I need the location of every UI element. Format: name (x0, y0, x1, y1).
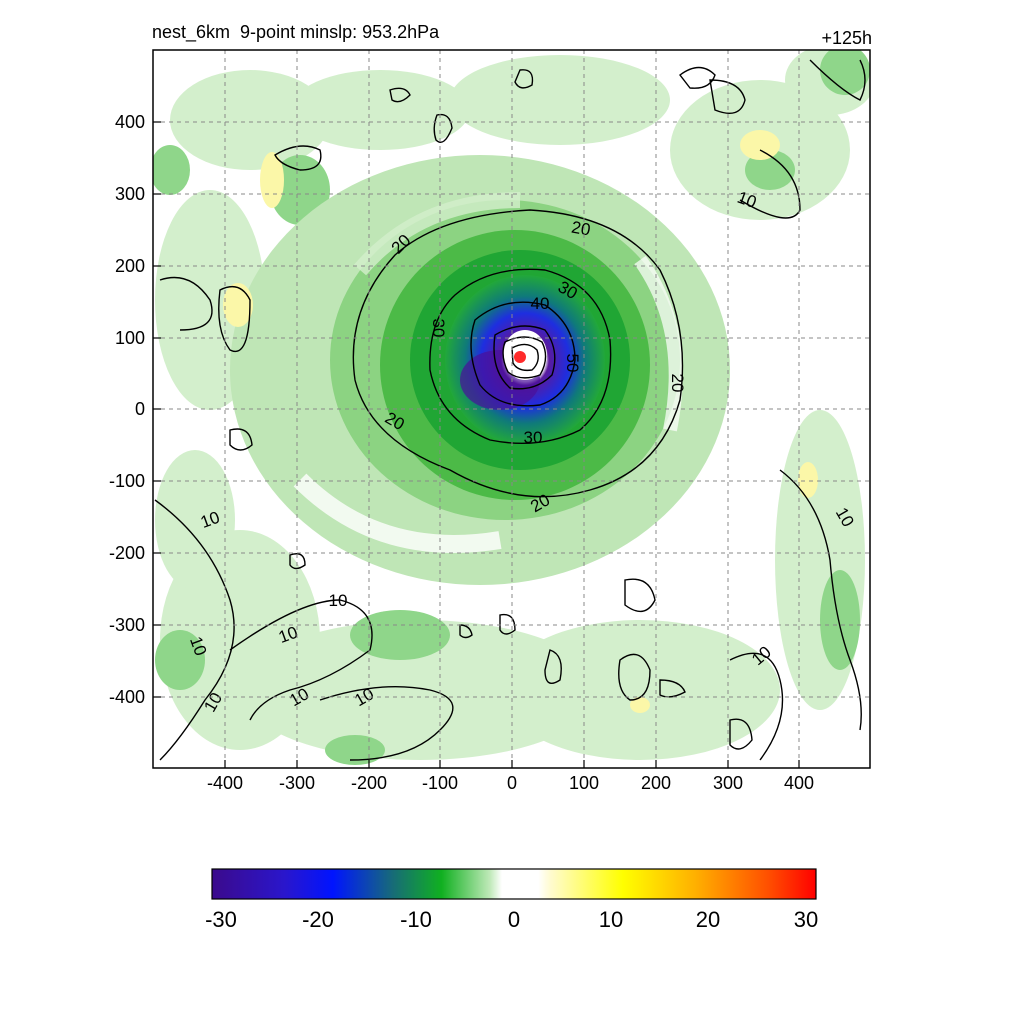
contour-label: 50 (563, 354, 582, 373)
x-tick-label: 100 (569, 773, 599, 793)
x-tick-label: -100 (422, 773, 458, 793)
colorbar-tick-label: 20 (696, 907, 720, 932)
y-tick-label: -200 (109, 543, 145, 563)
contour-label: 40 (531, 294, 550, 313)
colorbar-labels: -30 -20 -10 0 10 20 30 (205, 907, 818, 932)
contour-label: 10 (329, 591, 348, 610)
colorbar-tick-label: 0 (508, 907, 520, 932)
colorbar-tick-label: 30 (794, 907, 818, 932)
contour-label: 20 (668, 374, 687, 393)
storm-center-marker (514, 351, 526, 363)
x-tick-label: -300 (279, 773, 315, 793)
y-axis-labels: 400 300 200 100 0 -100 -200 -300 -400 (109, 112, 145, 707)
y-tick-label: 0 (135, 399, 145, 419)
forecast-hour-label: +125h (821, 28, 872, 48)
tick-marks (153, 121, 800, 768)
colorbar: -30 -20 -10 0 10 20 30 (205, 868, 818, 932)
x-axis-labels: -400 -300 -200 -100 0 100 200 300 400 (207, 773, 814, 793)
y-tick-label: -300 (109, 615, 145, 635)
plot-title: nest_6km 9-point minslp: 953.2hPa (152, 22, 440, 42)
colorbar-tick-label: -10 (400, 907, 432, 932)
colorbar-tick-label: -30 (205, 907, 237, 932)
x-tick-label: 300 (713, 773, 743, 793)
x-tick-label: -200 (351, 773, 387, 793)
y-tick-label: -400 (109, 687, 145, 707)
colorbar-tick-label: 10 (599, 907, 623, 932)
mid-green-shading (153, 50, 870, 765)
contour-label: 20 (570, 218, 592, 240)
colorbar-gradient (211, 868, 817, 900)
y-tick-label: 200 (115, 256, 145, 276)
y-tick-label: 300 (115, 184, 145, 204)
x-tick-label: -400 (207, 773, 243, 793)
plot-area: 20 20 20 20 20 30 30 30 40 50 10 10 10 1… (153, 50, 870, 768)
y-tick-label: 400 (115, 112, 145, 132)
y-tick-label: -100 (109, 471, 145, 491)
x-tick-label: 400 (784, 773, 814, 793)
y-tick-label: 100 (115, 328, 145, 348)
x-tick-label: 0 (507, 773, 517, 793)
x-tick-label: 200 (641, 773, 671, 793)
colorbar-tick-label: -20 (302, 907, 334, 932)
contour-label: 30 (429, 319, 448, 338)
contour-label: 30 (524, 428, 543, 447)
